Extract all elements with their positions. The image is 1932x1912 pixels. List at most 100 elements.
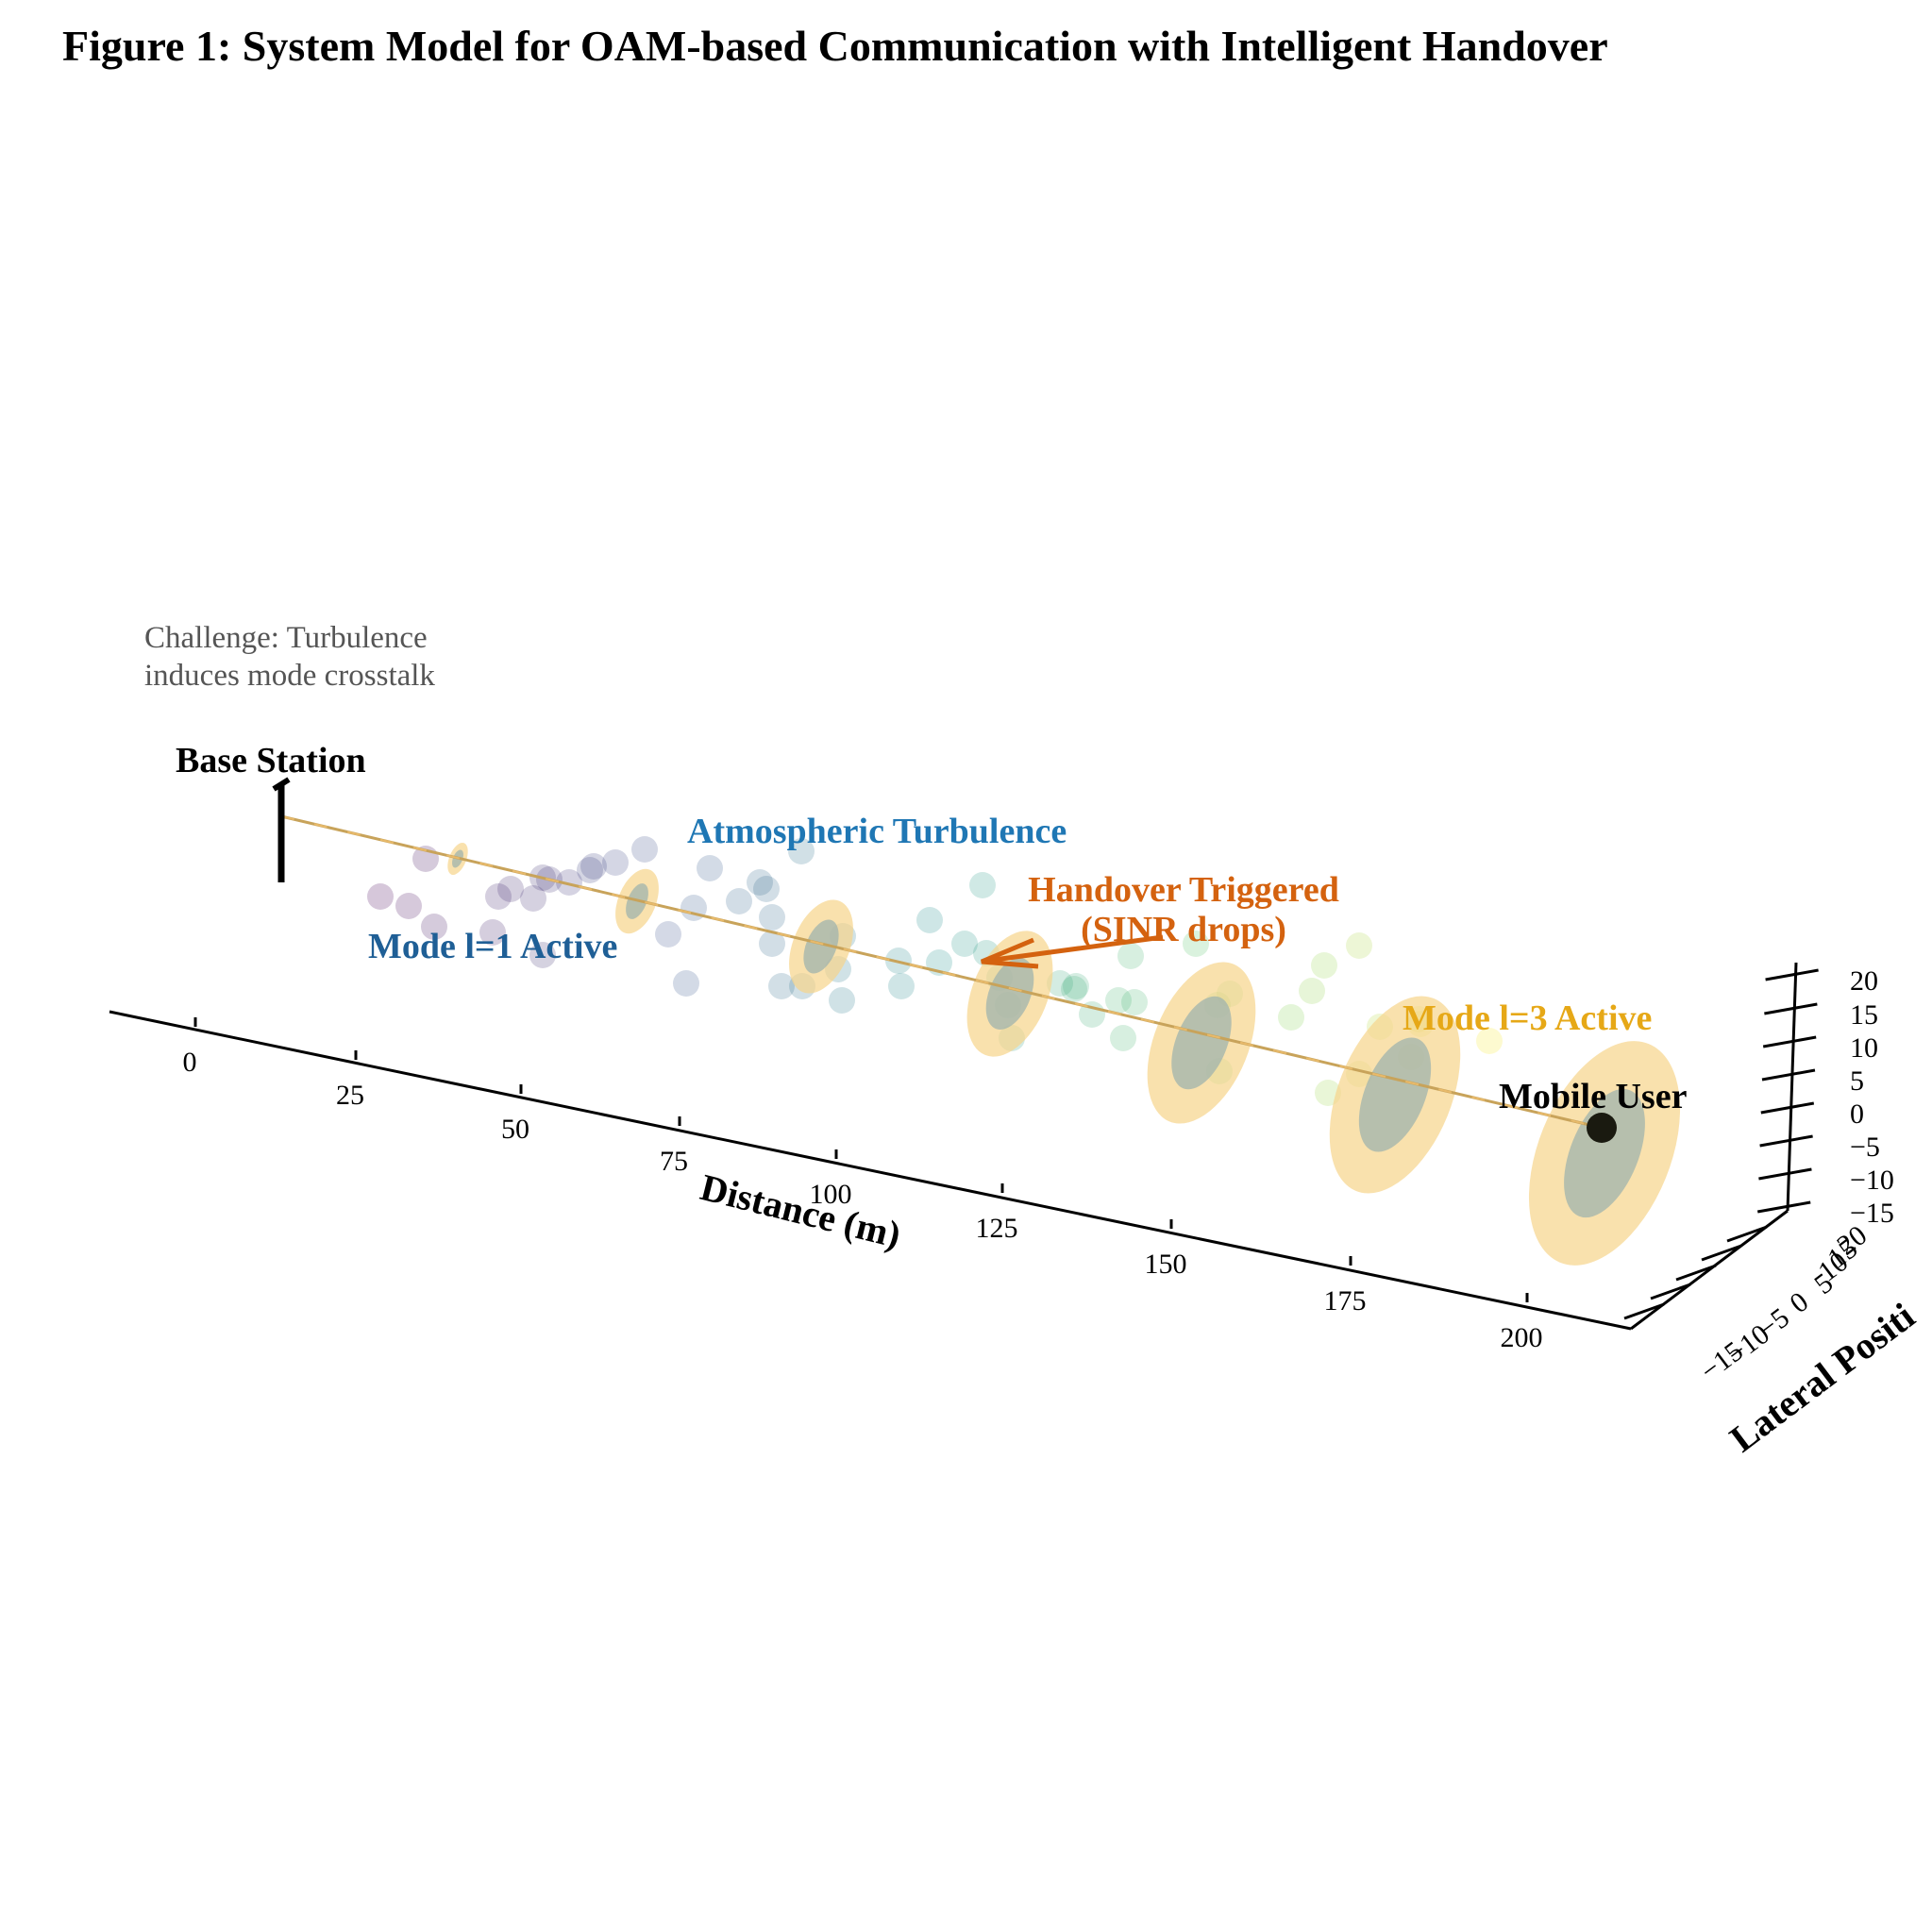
- mode1-label: Mode l=1 Active: [368, 927, 617, 966]
- turbulence-particle: [1476, 1028, 1503, 1054]
- beam-inner-core: [1564, 1088, 1645, 1218]
- height-tick-label: 0: [1850, 1099, 1864, 1130]
- turbulence-particle: [485, 883, 512, 910]
- turbulence-particle: [520, 885, 546, 912]
- turbulence-particle: [1105, 987, 1132, 1014]
- turbulence-particle: [655, 921, 681, 948]
- distance-tick-label: 150: [1145, 1249, 1187, 1280]
- mobile-user-label: Mobile User: [1499, 1077, 1688, 1116]
- beam-inner-core: [1171, 996, 1232, 1090]
- mode3-label: Mode l=3 Active: [1403, 998, 1652, 1038]
- turbulence-particle: [829, 987, 855, 1014]
- height-tick-mark: [1761, 1068, 1816, 1082]
- mobile-user: Mobile User: [1499, 1077, 1688, 1143]
- height-tick-label: 10: [1850, 1032, 1878, 1064]
- base-station: Base Station: [176, 741, 366, 882]
- distance-axis-label: Distance (m): [697, 1166, 905, 1256]
- turbulence-particle: [1183, 931, 1209, 957]
- distance-tick-label: 25: [336, 1080, 364, 1111]
- distance-axis-line: [109, 1010, 1632, 1331]
- lateral-tick-label: 0: [1784, 1286, 1814, 1319]
- turbulence-particle: [1063, 973, 1089, 999]
- handover-arrow-shaft: [986, 934, 1164, 964]
- turbulence-particle: [479, 919, 506, 946]
- turbulence-particle: [1346, 932, 1372, 959]
- challenge-note-line1: Challenge: Turbulence: [144, 621, 428, 655]
- turbulence-particle: [529, 942, 556, 968]
- turbulence-particle: [421, 914, 447, 940]
- height-tick-label: −5: [1850, 1132, 1880, 1163]
- turbulence-particle: [395, 893, 422, 919]
- distance-tick-label: 175: [1324, 1285, 1367, 1317]
- handover-arrow-head: [981, 937, 1039, 969]
- height-tick-label: −10: [1850, 1165, 1894, 1196]
- turbulence-particle: [888, 973, 915, 999]
- height-tick-label: 15: [1850, 999, 1878, 1031]
- distance-tick-label: 200: [1501, 1322, 1543, 1353]
- lateral-tick-mark: [1726, 1225, 1768, 1243]
- height-tick-mark: [1756, 1200, 1811, 1214]
- challenge-note-line2: induces mode crosstalk: [144, 659, 435, 693]
- base-station-antenna: [272, 777, 291, 792]
- figure-title: Figure 1: System Model for OAM-based Com…: [62, 22, 1608, 70]
- turbulence-label: Atmospheric Turbulence: [687, 812, 1067, 851]
- turbulence-particle: [1311, 952, 1337, 979]
- turbulence-particle: [556, 869, 582, 896]
- height-tick-mark: [1762, 1035, 1817, 1048]
- handover-label-line1: Handover Triggered: [1028, 870, 1339, 910]
- distance-tick-label: 75: [660, 1146, 688, 1177]
- distance-tick-label: 50: [501, 1114, 529, 1145]
- height-axis-line: [1786, 962, 1798, 1212]
- handover-annotation: Handover Triggered (SINR drops): [981, 870, 1339, 969]
- distance-tick-label: 125: [976, 1213, 1018, 1244]
- turbulence-particle: [367, 883, 394, 910]
- turbulence-particle: [497, 876, 524, 902]
- turbulence-particle: [768, 973, 795, 999]
- turbulence-particle: [1278, 1004, 1304, 1031]
- height-tick-mark: [1760, 1101, 1815, 1115]
- base-station-label: Base Station: [176, 741, 366, 780]
- lateral-axis-label: Lateral Positi: [1722, 1295, 1923, 1461]
- turbulence-particle: [788, 838, 815, 864]
- turbulence-particle: [951, 931, 978, 957]
- turbulence-particle: [1117, 943, 1144, 969]
- turbulence-particle: [1299, 978, 1325, 1004]
- height-tick-label: 20: [1850, 965, 1878, 997]
- distance-tick-label: 0: [183, 1047, 197, 1078]
- height-tick-label: −15: [1850, 1198, 1894, 1229]
- turbulence-particle: [580, 853, 607, 880]
- lateral-axis-line: [1630, 1209, 1789, 1331]
- beam-inner-core: [985, 958, 1034, 1030]
- height-tick-mark: [1758, 1167, 1812, 1181]
- lateral-tick-mark: [1650, 1283, 1691, 1300]
- turbulence-particle: [759, 931, 785, 957]
- lateral-tick-mark: [1623, 1302, 1665, 1320]
- beam-inner-core: [1358, 1037, 1432, 1152]
- turbulence-particle: [916, 907, 943, 933]
- height-tick-label: 5: [1850, 1065, 1864, 1097]
- turbulence-particle: [1061, 976, 1087, 1002]
- turbulence-particle: [673, 970, 699, 997]
- turbulence-particle: [697, 855, 723, 881]
- turbulence-particle: [1110, 1025, 1136, 1051]
- turbulence-particle: [631, 836, 658, 863]
- lateral-tick-mark: [1675, 1264, 1717, 1282]
- height-tick-mark: [1764, 1002, 1818, 1015]
- turbulence-particle: [759, 904, 785, 931]
- turbulence-particle: [969, 872, 996, 898]
- turbulence-particle: [602, 849, 629, 876]
- turbulence-particle: [747, 869, 773, 896]
- turbulence-particle: [1047, 970, 1073, 997]
- height-tick-mark: [1759, 1134, 1813, 1148]
- beam-path-dashes: [280, 815, 1603, 1129]
- turbulence-particle: [577, 857, 603, 883]
- lateral-tick-mark: [1701, 1244, 1742, 1262]
- turbulence-particle: [753, 876, 780, 902]
- turbulence-particle: [1121, 989, 1148, 1015]
- turbulence-particle: [726, 888, 752, 914]
- distance-axis-ticks: 0 25 50 75 100 125 150 175 200: [183, 1017, 1543, 1353]
